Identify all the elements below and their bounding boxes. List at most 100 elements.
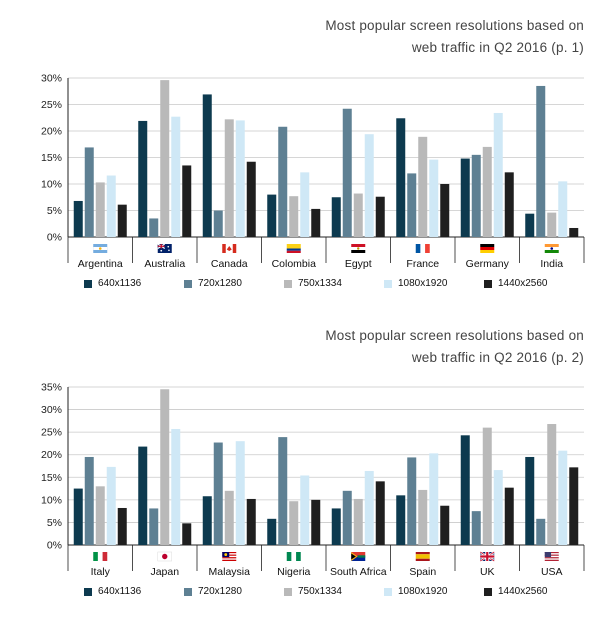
bar xyxy=(278,126,288,237)
chart-title-line-1: Most popular screen resolutions based on xyxy=(325,18,584,33)
bar xyxy=(440,184,450,237)
legend-label: 750x1334 xyxy=(298,278,342,289)
legend-label: 1440x2560 xyxy=(498,278,548,289)
category-label: Nigeria xyxy=(277,566,310,578)
bar xyxy=(138,120,148,237)
bar xyxy=(536,518,546,545)
bar xyxy=(396,495,406,545)
bar xyxy=(95,486,105,545)
bar xyxy=(331,197,341,237)
bar xyxy=(429,453,439,545)
legend-swatch xyxy=(284,279,292,288)
legend-label: 1080x1920 xyxy=(398,586,448,597)
legend-swatch xyxy=(284,587,292,596)
bar xyxy=(471,511,481,545)
legend-label: 640x1136 xyxy=(98,278,142,289)
legend-swatch xyxy=(184,279,192,288)
egypt-flag-icon xyxy=(351,244,366,253)
bar xyxy=(311,208,321,237)
chart-panel-2: Most popular screen resolutions based on… xyxy=(0,310,610,623)
bar xyxy=(267,194,277,237)
y-tick-label: 30% xyxy=(41,404,62,416)
germany-flag-icon xyxy=(480,244,495,253)
legend-label: 750x1334 xyxy=(298,586,342,597)
bar xyxy=(342,490,352,545)
y-tick-label: 0% xyxy=(47,540,62,552)
bar xyxy=(202,94,212,238)
legend-label: 720x1280 xyxy=(198,586,242,597)
bar xyxy=(171,116,181,237)
chart-legend: 640x1136 720x1280 750x1334 1080x1920 1440x25… xyxy=(84,278,584,289)
bar xyxy=(300,172,310,237)
legend-swatch xyxy=(484,279,492,288)
bar xyxy=(84,456,94,545)
bar xyxy=(547,424,557,545)
y-tick-label: 25% xyxy=(41,427,62,439)
bar xyxy=(353,498,363,545)
category-label: Italy xyxy=(91,566,111,578)
bar xyxy=(73,488,83,545)
legend-swatch xyxy=(384,279,392,288)
legend-item: 1440x2560 xyxy=(484,586,584,597)
bar xyxy=(353,193,363,237)
italy-flag-icon xyxy=(93,552,108,561)
category-label: Canada xyxy=(211,258,248,270)
bar xyxy=(493,112,503,237)
bar xyxy=(569,227,579,237)
bar xyxy=(375,196,385,237)
malaysia-flag-icon xyxy=(222,552,237,561)
legend-label: 1440x2560 xyxy=(498,586,548,597)
bar xyxy=(182,523,192,545)
bar xyxy=(117,204,127,237)
y-tick-label: 30% xyxy=(41,73,62,85)
chart-panel-1: Most popular screen resolutions based on… xyxy=(0,0,610,310)
bar xyxy=(106,466,116,545)
category-label: Argentina xyxy=(78,258,123,270)
france-flag-icon xyxy=(415,244,430,253)
y-tick-label: 20% xyxy=(41,126,62,138)
bar xyxy=(418,136,428,237)
legend-swatch xyxy=(484,587,492,596)
legend-item: 640x1136 xyxy=(84,586,184,597)
legend-label: 640x1136 xyxy=(98,586,142,597)
bar xyxy=(160,389,170,545)
chart-title-line-2: web traffic in Q2 2016 (p. 2) xyxy=(411,350,584,365)
bar xyxy=(213,442,223,545)
legend-item: 720x1280 xyxy=(184,278,284,289)
bar xyxy=(171,428,181,545)
australia-flag-icon xyxy=(157,243,172,253)
bar xyxy=(342,108,352,238)
chart-title: Most popular screen resolutions based on… xyxy=(325,325,584,369)
legend-swatch xyxy=(384,587,392,596)
legend-swatch xyxy=(84,587,92,596)
bar xyxy=(84,147,94,237)
bar xyxy=(300,475,310,545)
legend-item: 1440x2560 xyxy=(484,278,584,289)
bar xyxy=(235,441,245,545)
chart-legend: 640x1136 720x1280 750x1334 1080x1920 1440x25… xyxy=(84,586,584,597)
uk-flag-icon xyxy=(479,551,495,562)
bar xyxy=(460,158,470,237)
bar xyxy=(311,499,321,545)
india-flag-icon xyxy=(544,244,559,253)
bar xyxy=(558,450,568,545)
japan-flag-icon xyxy=(157,551,172,562)
legend-item: 1080x1920 xyxy=(384,586,484,597)
category-label: Germany xyxy=(466,258,510,270)
spain-flag-icon xyxy=(415,552,430,561)
bar xyxy=(235,120,245,237)
argentina-flag-icon xyxy=(93,244,108,253)
chart-title-line-2: web traffic in Q2 2016 (p. 1) xyxy=(411,40,584,55)
bar xyxy=(224,119,234,237)
bar xyxy=(106,175,116,237)
y-tick-label: 10% xyxy=(41,494,62,506)
category-label: South Africa xyxy=(330,566,387,578)
category-label: UK xyxy=(480,566,495,578)
category-label: India xyxy=(540,258,563,270)
legend-item: 640x1136 xyxy=(84,278,184,289)
bar xyxy=(525,213,535,237)
legend-label: 1080x1920 xyxy=(398,278,448,289)
bar-chart: 0% 5% 10% 15% 20% 25% 30% 35% Italy Japan Malaysia… xyxy=(41,382,585,578)
y-tick-label: 5% xyxy=(47,205,62,217)
legend-item: 750x1334 xyxy=(284,586,384,597)
